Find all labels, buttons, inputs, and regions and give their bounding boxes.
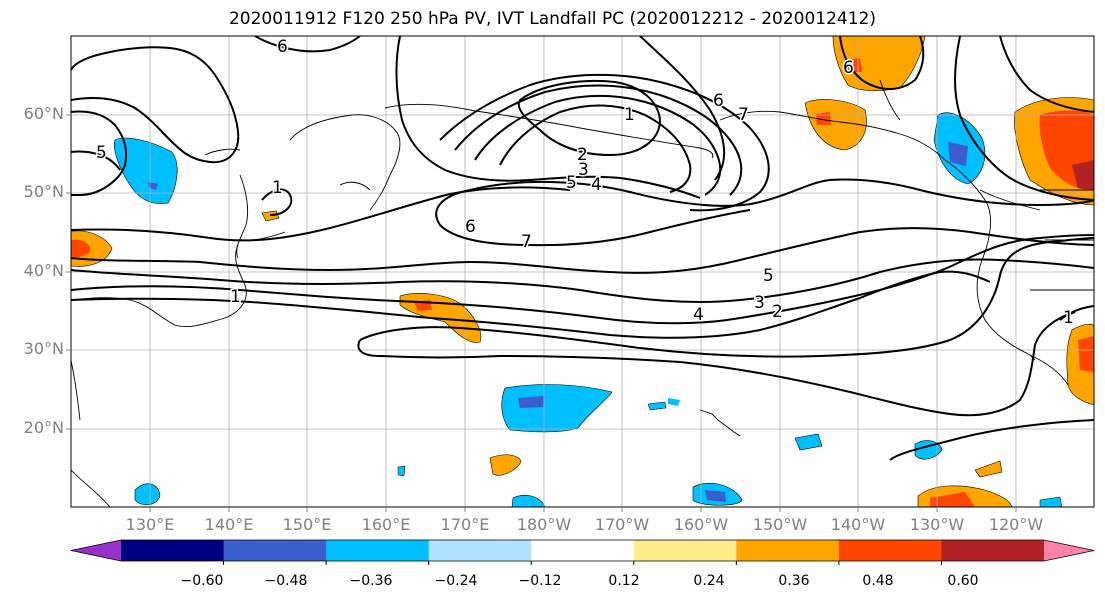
contour-label: 1 [1063, 308, 1074, 328]
colorbar-segment [121, 540, 225, 561]
contour-label: 5 [96, 143, 107, 163]
lon-label: 170°E [440, 515, 490, 534]
lon-label: 150°E [282, 515, 332, 534]
colorbar-segment [326, 540, 430, 561]
colorbar-segment [223, 540, 327, 561]
lat-label: 60°N [23, 104, 64, 123]
anomaly-shading [71, 36, 1094, 507]
pv-contours [71, 36, 1094, 461]
contour-label: 7 [521, 232, 532, 252]
lat-label: 30°N [23, 339, 64, 358]
contour-labels: 6 5 1 1 6 7 2 3 4 5 6 7 5 4 3 2 1 6 1 [95, 36, 1076, 330]
colorbar-tick-label: 0.36 [778, 573, 810, 589]
colorbar-extend-min [71, 540, 121, 561]
colorbar [70, 539, 1095, 565]
colorbar-segment [838, 540, 942, 561]
lon-label: 140°W [830, 515, 886, 534]
lon-label: 160°E [361, 515, 411, 534]
colorbar-tick-label: 0.12 [608, 573, 640, 589]
contour-label: 6 [843, 58, 854, 78]
lon-label: 170°W [594, 515, 650, 534]
colorbar-tick-label: −0.36 [349, 573, 393, 589]
contour-label: 5 [566, 173, 577, 193]
contour-label: 3 [754, 293, 765, 313]
lon-label: 130°E [125, 515, 175, 534]
colorbar-segment [633, 540, 737, 561]
lon-label: 140°E [204, 515, 254, 534]
contour-label: 3 [578, 160, 589, 180]
colorbar-outline [70, 539, 1095, 562]
colorbar-segment [531, 540, 635, 561]
colorbar-tick-label: −0.48 [264, 573, 308, 589]
lat-label: 20°N [23, 418, 64, 437]
contour-label: 4 [591, 175, 602, 195]
contour-label: 5 [763, 266, 774, 286]
lat-label: 40°N [23, 261, 64, 280]
lon-label: 150°W [752, 515, 808, 534]
lat-label: 50°N [23, 182, 64, 201]
colorbar-segment [736, 540, 840, 561]
colorbar-segment [428, 540, 532, 561]
map-area: 6 5 1 1 6 7 2 3 4 5 6 7 5 4 3 2 1 6 1 [71, 36, 1094, 507]
map-title: 2020011912 F120 250 hPa PV, IVT Landfall… [228, 9, 876, 29]
colorbar-extend-max [1044, 540, 1094, 561]
axis-ticks [66, 114, 1017, 512]
contour-label: 4 [693, 305, 704, 325]
lon-label: 180°W [516, 515, 572, 534]
contour-label: 2 [772, 302, 783, 322]
contour-label: 1 [272, 178, 283, 198]
contour-label: 7 [738, 105, 749, 125]
colorbar-tick-label: 0.48 [862, 573, 894, 589]
colorbar-tick-label: 0.24 [693, 573, 725, 589]
contour-label: 6 [465, 217, 476, 237]
contour-label: 1 [230, 287, 241, 307]
contour-label: 6 [713, 91, 724, 111]
colorbar-tick-label: 0.60 [947, 573, 979, 589]
colorbar-segment [941, 540, 1045, 561]
lon-label: 130°W [909, 515, 965, 534]
lon-label: 120°W [988, 515, 1044, 534]
contour-label: 6 [277, 37, 288, 57]
contour-label: 1 [624, 105, 635, 125]
colorbar-tick-label: −0.60 [180, 573, 224, 589]
colorbar-tick-label: −0.12 [518, 573, 562, 589]
colorbar-tick-label: −0.24 [434, 573, 478, 589]
lon-label: 160°W [673, 515, 729, 534]
contour-label: 2 [577, 145, 588, 165]
